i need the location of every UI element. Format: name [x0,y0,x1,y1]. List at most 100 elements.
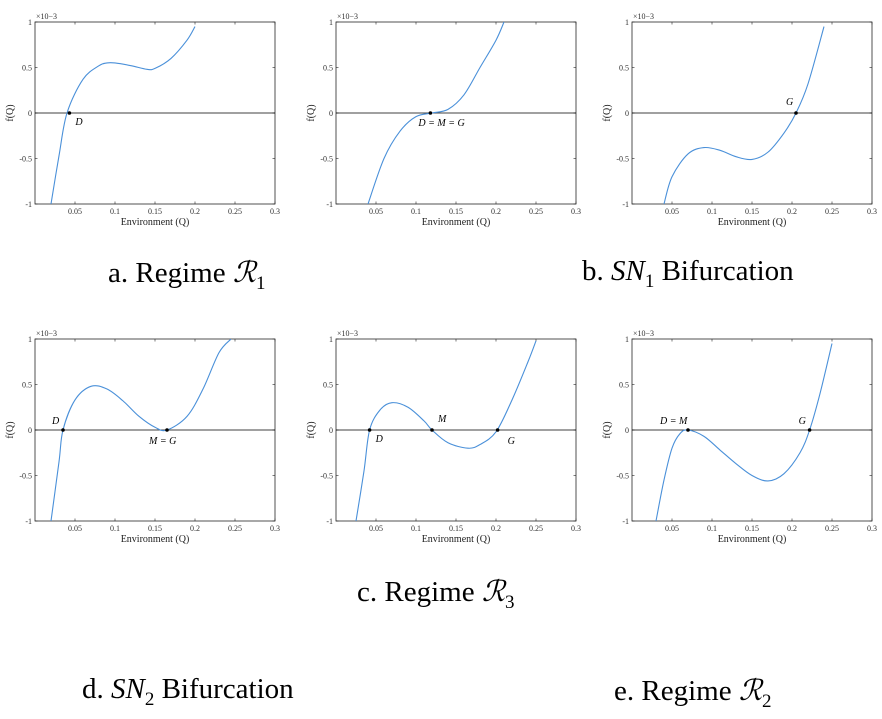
y-tick-label: -1 [25,517,32,526]
x-tick-label: 0.1 [707,524,717,533]
series-line [355,340,537,521]
y-axis-label: f(Q) [602,421,613,438]
x-tick-label: 0.3 [867,524,877,533]
y-tick-label: -0.5 [616,155,629,164]
x-tick-label: 0.2 [190,207,200,216]
y-tick-label: -0.5 [19,472,32,481]
series-line [655,343,833,521]
y-tick-label: 1 [28,18,32,27]
series-line [663,26,825,204]
y-axis-label: f(Q) [306,104,317,121]
x-tick-label: 0.05 [369,524,383,533]
y-axis-label: f(Q) [306,421,317,438]
series-line [367,22,505,204]
x-axis-label: Environment (Q) [121,534,190,545]
y-tick-label: -1 [622,517,629,526]
series-line [50,339,232,521]
point-label: D = M = G [417,118,464,129]
y-axis-label: f(Q) [5,104,16,121]
x-tick-label: 0.2 [491,207,501,216]
x-tick-label: 0.2 [491,524,501,533]
equilibrium-point [495,428,500,432]
x-tick-label: 0.05 [369,207,383,216]
subplot-1: 0.05 0.1 0.15 0.2 0.25 0.3 -1 -0.5 0 0.5 1 ×10−3 Env… [5,12,280,228]
x-axis-label: Environment (Q) [718,217,787,228]
subplot-4: 0.05 0.1 0.15 0.2 0.25 0.3 -1 -0.5 0 0.5 1 ×10−3 Env… [5,329,280,545]
x-tick-label: 0.3 [571,207,581,216]
y-tick-label: 1 [625,335,629,344]
point-label: D [74,117,83,128]
equilibrium-point [61,428,65,432]
y-tick-label: 0 [28,426,32,435]
subplot-5: 0.05 0.1 0.15 0.2 0.25 0.3 -1 -0.5 0 0.5 1 ×10−3 Env… [306,329,581,545]
y-tick-label: -1 [326,517,333,526]
subplot-6: 0.05 0.1 0.15 0.2 0.25 0.3 -1 -0.5 0 0.5 1 ×10−3 Env… [602,329,877,545]
y-tick-label: 0 [329,109,333,118]
x-tick-label: 0.05 [665,524,679,533]
y-tick-label: 0.5 [22,381,32,390]
y-exponent-label: ×10−3 [337,329,358,338]
y-tick-label: 0.5 [323,381,333,390]
x-tick-label: 0.15 [449,524,463,533]
x-tick-label: 0.25 [529,524,543,533]
x-axis-label: Environment (Q) [422,217,491,228]
y-exponent-label: ×10−3 [633,12,654,21]
y-tick-label: -1 [622,200,629,209]
caption-c: c. Regime ℛ3 [357,576,515,613]
caption-b: b. SN1 Bifurcation [582,255,794,292]
y-tick-label: 1 [329,335,333,344]
x-tick-label: 0.3 [571,524,581,533]
y-exponent-label: ×10−3 [633,329,654,338]
subplot-2: 0.05 0.1 0.15 0.2 0.25 0.3 -1 -0.5 0 0.5 1 ×10−3 Env… [306,12,581,228]
y-tick-label: 0 [625,426,629,435]
caption-d: d. SN2 Bifurcation [82,673,294,710]
point-label: G [799,416,806,427]
x-tick-label: 0.25 [228,207,242,216]
x-tick-label: 0.1 [110,207,120,216]
y-tick-label: -1 [326,200,333,209]
x-axis-label: Environment (Q) [121,217,190,228]
x-tick-label: 0.3 [867,207,877,216]
point-label: G [508,436,515,447]
equilibrium-point [428,111,433,115]
y-exponent-label: ×10−3 [337,12,358,21]
equilibrium-point [794,111,798,115]
y-tick-label: 1 [329,18,333,27]
equilibrium-point [67,111,72,115]
equilibrium-point [807,428,812,432]
y-exponent-label: ×10−3 [36,329,57,338]
point-label: D [375,434,384,445]
y-exponent-label: ×10−3 [36,12,57,21]
x-tick-label: 0.3 [270,524,280,533]
series-line [50,26,196,204]
y-tick-label: 1 [28,335,32,344]
x-tick-label: 0.15 [148,207,162,216]
y-tick-label: -0.5 [320,155,333,164]
x-tick-label: 0.2 [190,524,200,533]
y-tick-label: 0.5 [323,64,333,73]
y-tick-label: 1 [625,18,629,27]
point-label: D [51,416,60,427]
y-tick-label: -0.5 [616,472,629,481]
y-tick-label: -1 [25,200,32,209]
point-label: G [786,97,793,108]
y-tick-label: 0 [28,109,32,118]
x-tick-label: 0.15 [745,524,759,533]
equilibrium-point [430,428,434,432]
x-tick-label: 0.05 [665,207,679,216]
subplot-3: 0.05 0.1 0.15 0.2 0.25 0.3 -1 -0.5 0 0.5 1 ×10−3 Env… [602,12,877,228]
x-tick-label: 0.15 [148,524,162,533]
equilibrium-point [686,428,690,432]
x-tick-label: 0.25 [529,207,543,216]
x-tick-label: 0.1 [411,524,421,533]
x-tick-label: 0.1 [110,524,120,533]
y-tick-label: 0.5 [619,381,629,390]
x-axis-label: Environment (Q) [718,534,787,545]
x-tick-label: 0.2 [787,524,797,533]
x-tick-label: 0.15 [745,207,759,216]
x-tick-label: 0.1 [707,207,717,216]
y-axis-label: f(Q) [602,104,613,121]
y-tick-label: -0.5 [320,472,333,481]
point-label: M [437,414,447,425]
